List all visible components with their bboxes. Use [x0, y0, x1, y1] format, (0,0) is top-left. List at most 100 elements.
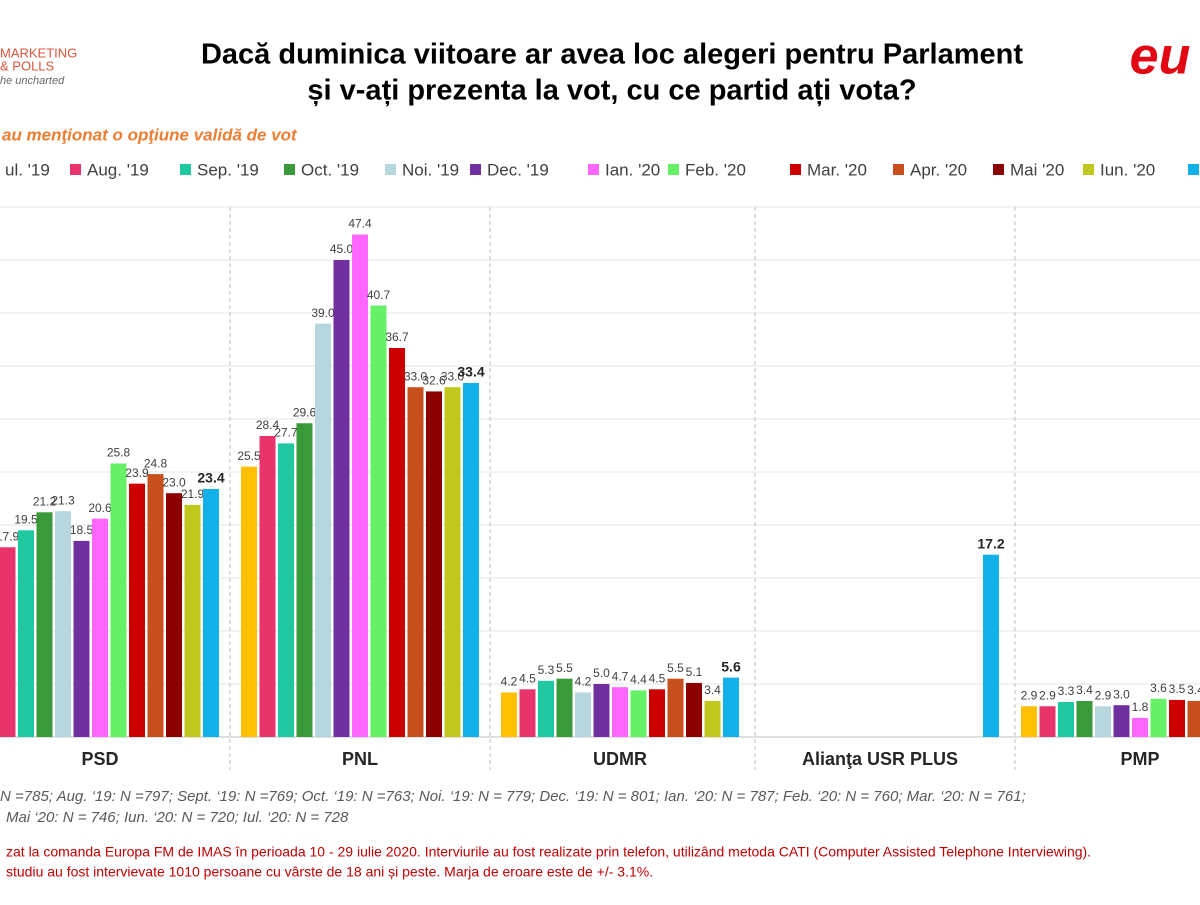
x-tick-label: PSD: [81, 749, 118, 769]
value-label: 19.5: [14, 512, 38, 526]
legend-label: ul. '19: [5, 160, 50, 179]
value-label: 5.5: [667, 661, 684, 675]
value-label: 45.0: [330, 242, 354, 256]
legend-label: Mar. '20: [807, 160, 867, 179]
logo-text: eu: [1130, 28, 1191, 86]
value-label: 4.2: [501, 675, 518, 689]
value-label: 5.1: [686, 665, 703, 679]
bar: [983, 555, 999, 737]
legend-swatch: [385, 164, 396, 175]
bar: [426, 391, 442, 737]
legend-label: Ian. '20: [605, 160, 660, 179]
legend-label: Mai '20: [1010, 160, 1064, 179]
bar: [334, 260, 350, 737]
x-tick-label: PNL: [342, 749, 378, 769]
legend-swatch: [70, 164, 81, 175]
value-label: 47.4: [348, 217, 372, 231]
bar: [1077, 701, 1093, 737]
value-label: 20.6: [88, 501, 112, 515]
legend-swatch: [790, 164, 801, 175]
x-tick-label: UDMR: [593, 749, 647, 769]
value-label: 3.5: [1169, 682, 1186, 696]
logo-text: he uncharted: [0, 75, 65, 87]
footnote: N =785; Aug. ‘19: N =797; Sept. ‘19: N =…: [0, 788, 1026, 805]
bar: [111, 464, 127, 737]
bar: [389, 348, 405, 737]
bar: [1040, 706, 1056, 737]
value-label: 3.4: [704, 683, 721, 697]
legend-swatch: [993, 164, 1004, 175]
legend-label: Oct. '19: [301, 160, 359, 179]
chart-title: și v-ați prezenta la vot, cu ce partid a…: [307, 75, 916, 107]
value-label: 5.0: [593, 666, 610, 680]
bar: [371, 306, 387, 737]
value-label: 33.4: [457, 364, 484, 380]
value-label: 40.7: [367, 288, 391, 302]
value-label: 3.4: [1076, 683, 1093, 697]
value-label: 5.6: [721, 658, 741, 674]
legend-swatch: [668, 164, 679, 175]
legend-swatch: [893, 164, 904, 175]
bar: [1021, 706, 1037, 737]
footnote: Mai ‘20: N = 746; Iun. ‘20: N = 720; Iul…: [6, 809, 349, 826]
bar: [705, 701, 721, 737]
bar: [166, 493, 182, 737]
legend-swatch: [1083, 164, 1094, 175]
x-tick-label: Alianţa USR PLUS: [802, 749, 958, 769]
value-label: 21.3: [51, 493, 75, 507]
bar: [0, 547, 16, 737]
chart-title: Dacă duminica viitoare ar avea loc alege…: [201, 39, 1023, 71]
bar: [129, 484, 145, 737]
value-label: 21.9: [181, 487, 205, 501]
bar: [278, 443, 294, 737]
value-label: 18.5: [70, 523, 94, 537]
bar: [575, 692, 591, 737]
value-label: 4.5: [519, 671, 536, 685]
x-tick-label: PMP: [1120, 749, 1159, 769]
value-label: 24.8: [144, 456, 168, 470]
legend-label: Sep. '19: [197, 160, 259, 179]
bar: [501, 692, 517, 737]
legend-swatch: [1188, 164, 1199, 175]
value-label: 5.5: [556, 661, 573, 675]
bar: [649, 689, 665, 737]
value-label: 25.8: [107, 446, 131, 460]
legend-swatch: [588, 164, 599, 175]
bar: [1151, 699, 1167, 737]
bar: [241, 467, 257, 737]
bar: [1095, 706, 1111, 737]
subtitle: au menţionat o opţiune validă de vot: [2, 125, 298, 144]
bar: [185, 505, 201, 737]
value-label: 2.9: [1095, 688, 1112, 702]
value-label: 36.7: [385, 330, 409, 344]
bar: [408, 387, 424, 737]
bar: [445, 387, 461, 737]
legend-label: Feb. '20: [685, 160, 746, 179]
value-label: 17.9: [0, 529, 20, 543]
note: studiu au fost intervievate 1010 persoan…: [6, 864, 653, 880]
bar: [1114, 705, 1130, 737]
bar: [315, 324, 331, 737]
bar: [297, 423, 313, 737]
value-label: 23.4: [197, 470, 224, 486]
bar: [1188, 701, 1200, 737]
value-label: 39.0: [311, 306, 335, 320]
value-label: 17.2: [977, 535, 1004, 551]
bar: [203, 489, 219, 737]
bar: [74, 541, 90, 737]
value-label: 4.4: [630, 673, 647, 687]
legend-label: Dec. '19: [487, 160, 549, 179]
value-label: 4.2: [575, 675, 592, 689]
bar: [612, 687, 628, 737]
bar: [37, 512, 53, 737]
bar: [520, 689, 536, 737]
note: zat la comanda Europa FM de IMAS în peri…: [6, 844, 1091, 860]
bar: [18, 530, 34, 737]
bar: [538, 681, 554, 737]
value-label: 1.8: [1132, 700, 1149, 714]
legend-label: Iun. '20: [1100, 160, 1155, 179]
bar: [668, 679, 684, 737]
bar: [1058, 702, 1074, 737]
legend-label: Noi. '19: [402, 160, 459, 179]
value-label: 2.9: [1021, 688, 1038, 702]
